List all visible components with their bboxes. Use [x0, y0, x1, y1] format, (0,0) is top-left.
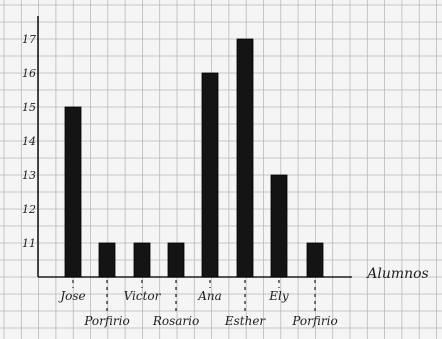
bar: [306, 242, 324, 278]
y-tick-label: 16: [22, 67, 36, 80]
bar: [133, 242, 151, 278]
bar: [98, 242, 116, 278]
y-tick-label: 15: [22, 101, 36, 114]
bar: [236, 38, 254, 278]
x-tick-label: Esther: [224, 314, 267, 328]
x-tick-label: Ana: [197, 289, 222, 303]
x-tick-label: Porfirio: [291, 314, 337, 328]
x-tick-label: Jose: [57, 289, 85, 303]
category-guide-lines: [72, 280, 316, 313]
x-tick-label: Porfirio: [83, 314, 129, 328]
y-tick-label: 11: [22, 237, 36, 250]
x-tick-label: Victor: [124, 289, 162, 303]
x-axis-title: Alumnos: [365, 266, 429, 282]
bar: [64, 106, 82, 278]
y-tick-label: 13: [22, 169, 36, 182]
bar: [270, 174, 288, 278]
y-tick-label: 14: [22, 135, 36, 148]
x-tick-label: Rosario: [152, 314, 199, 328]
x-tick-labels: JosePorfirioVictorRosarioAnaEstherElyPor…: [57, 289, 337, 328]
bar: [201, 72, 219, 278]
bars: [64, 38, 324, 278]
y-tick-labels: 11 12 13 14 15 16 17: [22, 33, 36, 250]
x-tick-label: Ely: [268, 289, 289, 303]
axes: [37, 16, 352, 278]
y-tick-label: 12: [22, 203, 36, 216]
bar: [167, 242, 185, 278]
y-tick-label: 17: [22, 33, 36, 46]
